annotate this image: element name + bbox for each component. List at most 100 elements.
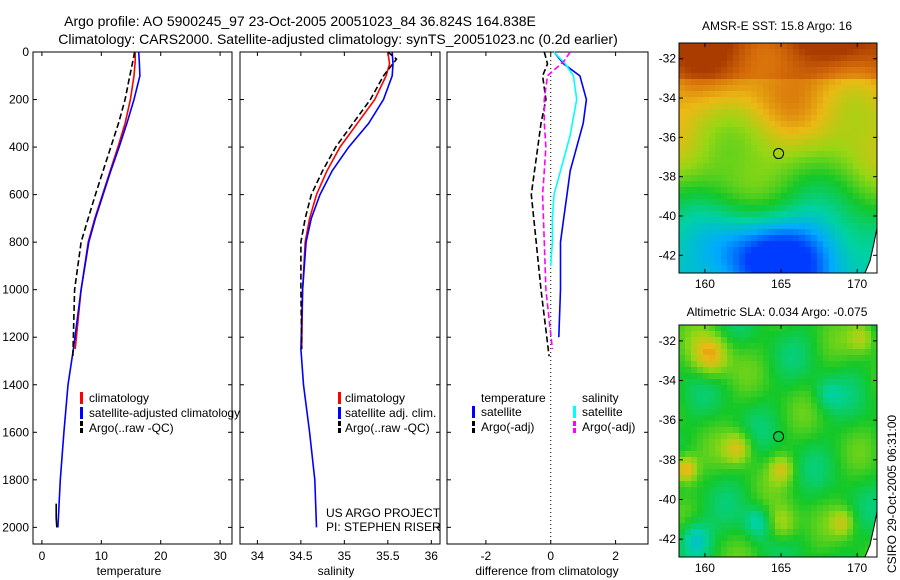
map-cell — [793, 223, 800, 230]
map-cell — [823, 397, 830, 404]
map-cell — [685, 553, 692, 557]
map-cell — [703, 487, 710, 494]
map-cell — [685, 109, 692, 116]
map-cell — [757, 541, 764, 548]
map-x-tick-label: 170 — [847, 561, 867, 575]
map-cell — [763, 79, 770, 86]
map-cell — [823, 73, 830, 80]
map-cell — [757, 523, 764, 530]
map-cell — [847, 151, 854, 158]
sst-map-panel: AMSR-E SST: 15.8 Argo: 16 -32-34-36-38-4… — [659, 19, 878, 291]
map-cell — [763, 361, 770, 368]
map-cell — [787, 199, 794, 206]
map-cell — [781, 127, 788, 134]
map-cell — [781, 145, 788, 152]
map-cell — [853, 397, 860, 404]
map-cell — [703, 73, 710, 80]
map-cell — [787, 529, 794, 536]
map-cell — [703, 337, 710, 344]
map-cell — [763, 49, 770, 56]
map-cell — [775, 109, 782, 116]
x-tick-label: 0 — [39, 549, 46, 563]
map-cell — [751, 151, 758, 158]
map-cell — [739, 457, 746, 464]
map-cell — [835, 517, 842, 524]
map-cell — [829, 331, 836, 338]
map-cell — [769, 187, 776, 194]
map-cell — [871, 169, 877, 176]
map-cell — [835, 85, 842, 92]
map-cell — [763, 481, 770, 488]
map-cell — [871, 79, 877, 86]
map-cell — [829, 61, 836, 68]
map-cell — [769, 505, 776, 512]
map-cell — [739, 43, 746, 50]
map-cell — [691, 97, 698, 104]
map-cell — [697, 409, 704, 416]
map-cell — [733, 49, 740, 56]
map-cell — [853, 367, 860, 374]
map-cell — [751, 67, 758, 74]
map-cell — [775, 421, 782, 428]
map-cell — [841, 97, 848, 104]
map-cell — [811, 391, 818, 398]
map-cell — [847, 343, 854, 350]
map-cell — [721, 457, 728, 464]
map-cell — [781, 451, 788, 458]
map-cell — [781, 187, 788, 194]
map-cell — [853, 259, 860, 266]
map-cell — [769, 553, 776, 557]
map-cell — [715, 349, 722, 356]
map-cell — [847, 79, 854, 86]
map-cell — [739, 409, 746, 416]
map-cell — [781, 325, 788, 332]
map-cell — [817, 373, 824, 380]
map-cell — [745, 355, 752, 362]
map-cell — [787, 265, 794, 272]
map-cell — [817, 517, 824, 524]
map-cell — [691, 451, 698, 458]
map-cell — [835, 187, 842, 194]
map-cell — [763, 253, 770, 260]
map-cell — [739, 337, 746, 344]
map-cell — [847, 535, 854, 542]
map-cell — [841, 427, 848, 434]
map-cell — [703, 145, 710, 152]
map-cell — [841, 373, 848, 380]
map-cell — [853, 511, 860, 518]
map-cell — [811, 157, 818, 164]
map-cell — [745, 361, 752, 368]
map-cell — [853, 517, 860, 524]
difference-series — [530, 51, 588, 357]
map-cell — [685, 79, 692, 86]
map-cell — [739, 139, 746, 146]
map-cell — [757, 457, 764, 464]
map-cell — [841, 409, 848, 416]
map-cell — [739, 61, 746, 68]
map-cell — [817, 223, 824, 230]
map-cell — [709, 73, 716, 80]
map-cell — [757, 139, 764, 146]
map-cell — [871, 229, 877, 236]
map-cell — [679, 433, 686, 440]
map-cell — [799, 259, 806, 266]
map-cell — [685, 199, 692, 206]
map-cell — [811, 409, 818, 416]
temperature-x-label: temperature — [97, 564, 162, 578]
map-cell — [841, 451, 848, 458]
map-cell — [817, 361, 824, 368]
map-cell — [757, 553, 764, 557]
map-cell — [757, 409, 764, 416]
map-cell — [805, 187, 812, 194]
map-cell — [841, 535, 848, 542]
map-cell — [757, 187, 764, 194]
map-cell — [709, 469, 716, 476]
map-cell — [829, 109, 836, 116]
map-cell — [799, 331, 806, 338]
map-cell — [727, 187, 734, 194]
map-cell — [691, 205, 698, 212]
map-cell — [745, 199, 752, 206]
map-cell — [871, 121, 877, 128]
y-tick-label: 1200 — [2, 330, 29, 344]
map-cell — [709, 127, 716, 134]
